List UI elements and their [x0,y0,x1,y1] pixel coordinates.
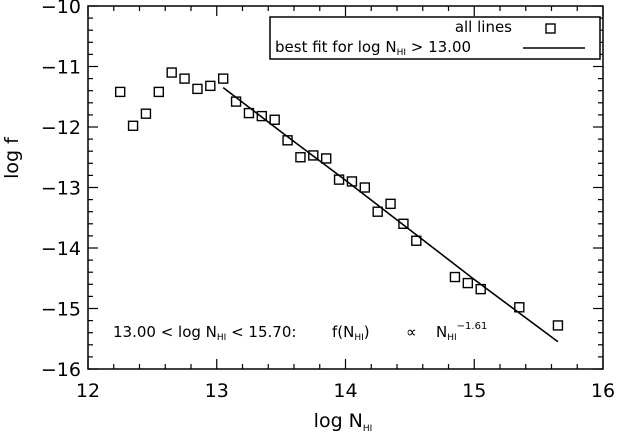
anno-power-base: N [436,323,447,341]
anno-prop-symbol: ∝ [406,323,417,341]
y-tick-label: −13 [41,178,81,200]
legend-fit-label-pre: best fit for log N [275,38,397,56]
data-point [372,206,383,217]
legend-square-marker [545,23,556,34]
data-point [514,302,525,313]
x-axis-label-main: log N [314,410,363,432]
data-point [449,271,461,283]
anno-func-close: ) [364,323,370,341]
data-point [359,182,371,193]
data-point [217,73,229,84]
x-tick-label: 14 [333,380,357,402]
data-point [205,80,216,92]
data-markers [114,67,564,331]
legend-fit-label-sub: HI [397,48,406,58]
data-point [320,153,332,164]
x-axis-label-sub: HI [363,424,372,434]
y-tick-label: −16 [41,359,81,381]
anno-range-text: 13.00 < log N [113,323,217,341]
x-tick-label: 15 [462,380,486,402]
data-point [140,108,152,119]
legend-box [269,16,601,60]
data-point [552,320,564,331]
legend-fit-label: best fit for log NHI > 13.00 [275,38,471,58]
anno-func-sub: HI [354,333,363,343]
x-axis-label: log NHI [314,410,373,434]
data-point [295,152,306,163]
x-tick-label: 13 [205,380,229,402]
data-point [385,198,396,210]
anno-power-exp: −1.61 [457,321,488,332]
data-point [166,67,177,78]
data-point [243,107,255,119]
data-point [282,135,293,146]
anno-range-text2: < 15.70: [226,323,296,341]
axis-ticks [87,5,604,370]
power-law-annotation: 13.00 < log NHI < 15.70: f(NHI) ∝ NHI−1.… [113,321,487,343]
y-tick-label: −15 [41,299,81,321]
data-point [462,277,474,289]
data-point [153,86,165,98]
plot-frame [87,5,604,370]
anno-func-text: f(N [332,323,354,341]
anno-range-sub: HI [217,333,226,343]
data-point [346,176,358,187]
data-point [411,235,422,246]
data-point [256,110,268,122]
data-point [333,174,345,185]
legend-points-label: all lines [455,18,512,36]
data-point [192,83,203,95]
y-tick-label: −11 [41,57,81,79]
x-tick-label: 12 [76,380,100,402]
tick-labels: 12 13 14 15 16 −10 −11 −12 −13 −14 −15 −16 [41,0,615,402]
data-point [398,218,409,230]
y-tick-label: −14 [41,238,81,260]
x-tick-label: 16 [591,380,615,402]
y-axis-label: log f [1,136,23,179]
data-point [127,120,139,131]
data-point [230,96,242,107]
anno-power-sub: HI [447,333,456,343]
data-point [308,150,319,161]
legend-fit-label-post: > 13.00 [406,38,471,56]
data-point [179,73,190,84]
data-point [475,283,486,295]
y-tick-label: −12 [41,117,81,139]
fit-line-group [222,87,559,343]
y-tick-label: −10 [41,0,81,18]
data-point [114,86,126,98]
fit-line [222,87,559,343]
data-point [269,114,280,125]
